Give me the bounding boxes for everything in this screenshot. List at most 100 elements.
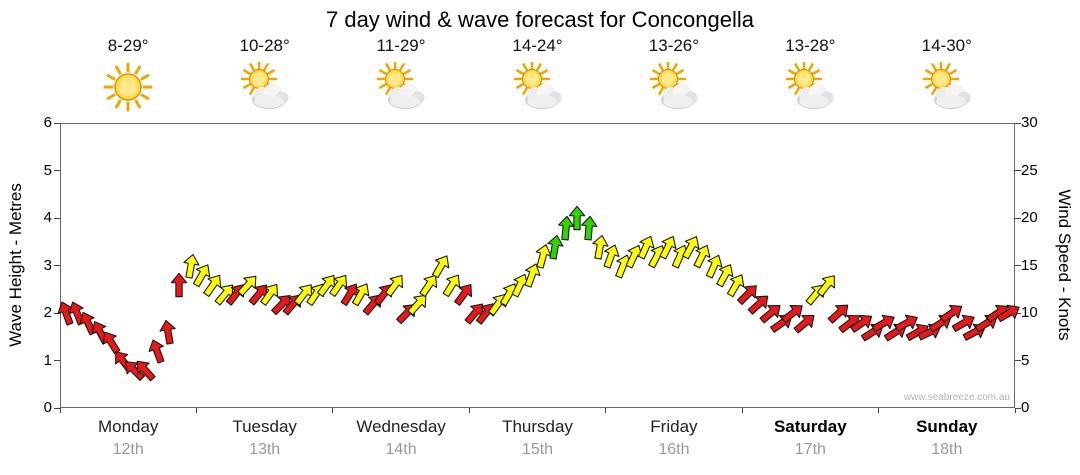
wind-axis-tick-label: 30	[1021, 114, 1038, 131]
wind-arrow	[937, 298, 969, 327]
wind-arrow	[689, 240, 717, 271]
wind-arrow	[778, 298, 810, 328]
wave-axis-tick	[54, 265, 60, 266]
wind-axis-tick	[1015, 170, 1021, 171]
wind-arrow-icon	[407, 294, 427, 315]
wind-arrow-icon	[659, 235, 677, 259]
day-date: 14th	[385, 441, 417, 458]
day-temp: 8-29°	[107, 36, 149, 55]
wind-arrow	[823, 298, 854, 329]
wind-axis-tick	[1015, 312, 1021, 314]
day-boundary-tick	[195, 408, 197, 413]
wind-arrow	[598, 241, 624, 272]
wind-arrow	[755, 298, 786, 329]
day-temp: 13-26°	[648, 36, 700, 55]
wind-arrow-icon	[827, 304, 849, 324]
wind-arrow-icon	[203, 274, 222, 297]
day-boundary-tick	[878, 408, 880, 413]
wind-arrow	[654, 231, 682, 262]
wave-axis-tick-label: 3	[43, 256, 52, 274]
wind-arrow-icon	[682, 235, 700, 259]
wind-arrow	[543, 232, 565, 261]
sunny-icon	[101, 62, 155, 114]
wind-arrow-icon	[546, 234, 564, 260]
wind-arrow-icon	[705, 254, 723, 279]
wind-arrow	[449, 278, 479, 310]
wind-axis-tick-label: 15	[1021, 256, 1038, 274]
day-date: 15th	[521, 441, 554, 458]
wind-arrow	[415, 269, 444, 301]
wind-arrow	[380, 269, 410, 301]
partly-cloudy-icon	[238, 60, 292, 114]
partly-cloudy-icon	[920, 60, 974, 114]
wind-axis-tick-label: 20	[1021, 209, 1038, 226]
wind-arrow	[744, 288, 775, 319]
day-temp: 14-24°	[512, 36, 563, 55]
wind-arrow	[846, 308, 878, 338]
wind-axis-tick	[1015, 217, 1021, 219]
day-date: 12th	[112, 441, 144, 458]
partly-cloudy-icon	[647, 60, 701, 114]
wind-arrow-icon	[872, 314, 895, 332]
wind-arrow-icon	[476, 303, 495, 325]
day-label: Thursday	[502, 417, 573, 436]
day-date: 13th	[249, 441, 281, 458]
wind-arrow-icon	[849, 314, 872, 333]
wind-arrow	[732, 278, 763, 309]
day-temp: 14-30°	[921, 36, 972, 55]
wind-arrow-icon	[716, 264, 734, 288]
wind-arrow	[471, 297, 501, 329]
sun-cloud-icon	[922, 60, 971, 109]
wave-axis-tick	[54, 312, 60, 314]
wave-axis-tick-label: 4	[43, 209, 52, 226]
wind-arrow-icon	[727, 273, 745, 297]
wind-arrow-icon	[940, 304, 963, 323]
wind-axis-tick-label: 5	[1021, 351, 1030, 369]
wind-arrow-icon	[260, 283, 279, 306]
wind-arrow-icon	[894, 314, 918, 332]
wind-arrow-icon	[385, 274, 404, 297]
wind-arrow-icon	[997, 304, 1020, 323]
wind-arrow	[677, 231, 705, 262]
day-temp: 10-28°	[239, 36, 290, 55]
wind-arrow	[427, 250, 456, 282]
wind-arrow-icon	[136, 360, 156, 382]
wind-arrow	[632, 231, 659, 262]
wind-arrow-icon	[352, 283, 370, 307]
wind-arrow	[789, 307, 820, 338]
wave-axis-tick	[54, 122, 60, 124]
partly-cloudy-icon	[511, 60, 565, 114]
wind-arrow-icon	[781, 305, 804, 324]
day-boundary-tick	[468, 408, 470, 413]
wind-arrow	[868, 308, 900, 337]
wave-axis-tick	[54, 360, 60, 361]
day-date: 18th	[931, 441, 963, 458]
wind-arrow	[568, 205, 586, 231]
day-label: Wednesday	[356, 417, 446, 436]
wind-arrow-icon	[487, 293, 506, 316]
sun-cloud-icon	[513, 60, 561, 109]
wind-arrow-icon	[419, 274, 438, 297]
wind-arrow-icon	[148, 339, 165, 364]
wind-arrow-icon	[637, 235, 654, 260]
wind-axis-tick	[1015, 360, 1021, 361]
wind-arrow	[438, 269, 467, 301]
wind-arrow	[188, 259, 217, 291]
sun-icon	[103, 62, 153, 112]
wind-arrow-icon	[759, 304, 781, 324]
wind-arrow	[170, 272, 188, 298]
wind-arrow-icon	[951, 314, 975, 332]
day-label: Tuesday	[232, 417, 297, 436]
wind-arrow-icon	[524, 263, 541, 288]
day-label: Friday	[650, 417, 698, 436]
wind-axis-tick-label: 25	[1021, 161, 1038, 179]
day-boundary-tick	[605, 408, 607, 413]
wind-arrow-icon	[171, 272, 188, 297]
wave-axis-tick	[54, 407, 60, 409]
wave-axis-tick-label: 0	[43, 399, 52, 416]
wind-arrow	[519, 260, 545, 291]
wave-axis-tick-label: 2	[43, 304, 52, 321]
day-label: Saturday	[773, 417, 847, 436]
wind-arrow-icon	[102, 331, 121, 354]
day-boundary-tick	[1014, 408, 1016, 413]
